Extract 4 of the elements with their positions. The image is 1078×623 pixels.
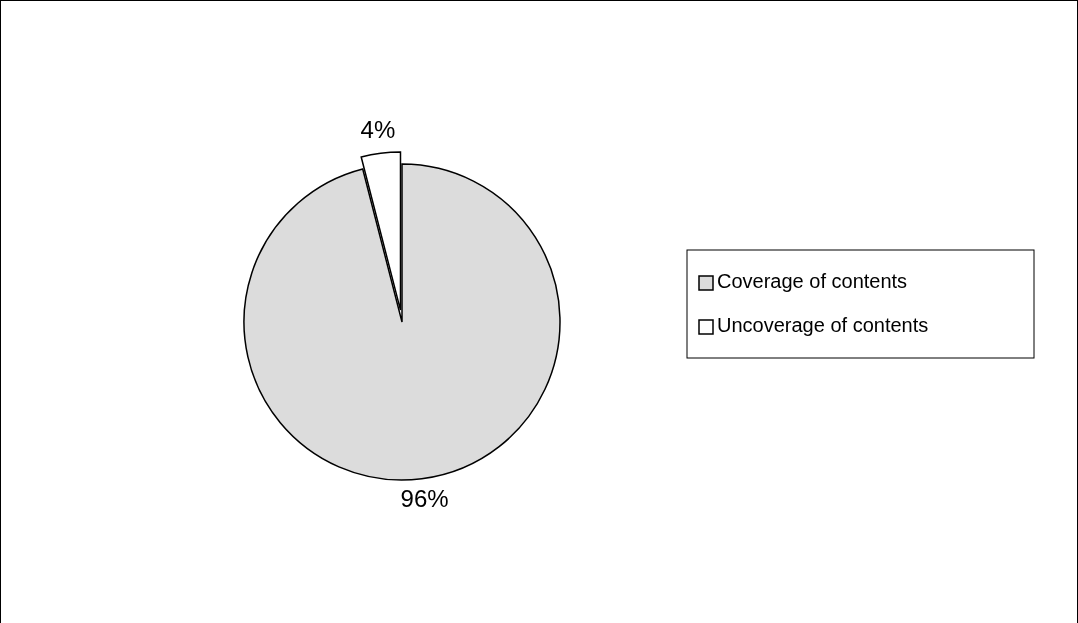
legend-label: Uncoverage of contents: [717, 314, 929, 337]
data-label: 96%: [400, 484, 449, 512]
data-label: 4%: [360, 115, 396, 143]
legend-label: Coverage of contents: [717, 270, 908, 293]
